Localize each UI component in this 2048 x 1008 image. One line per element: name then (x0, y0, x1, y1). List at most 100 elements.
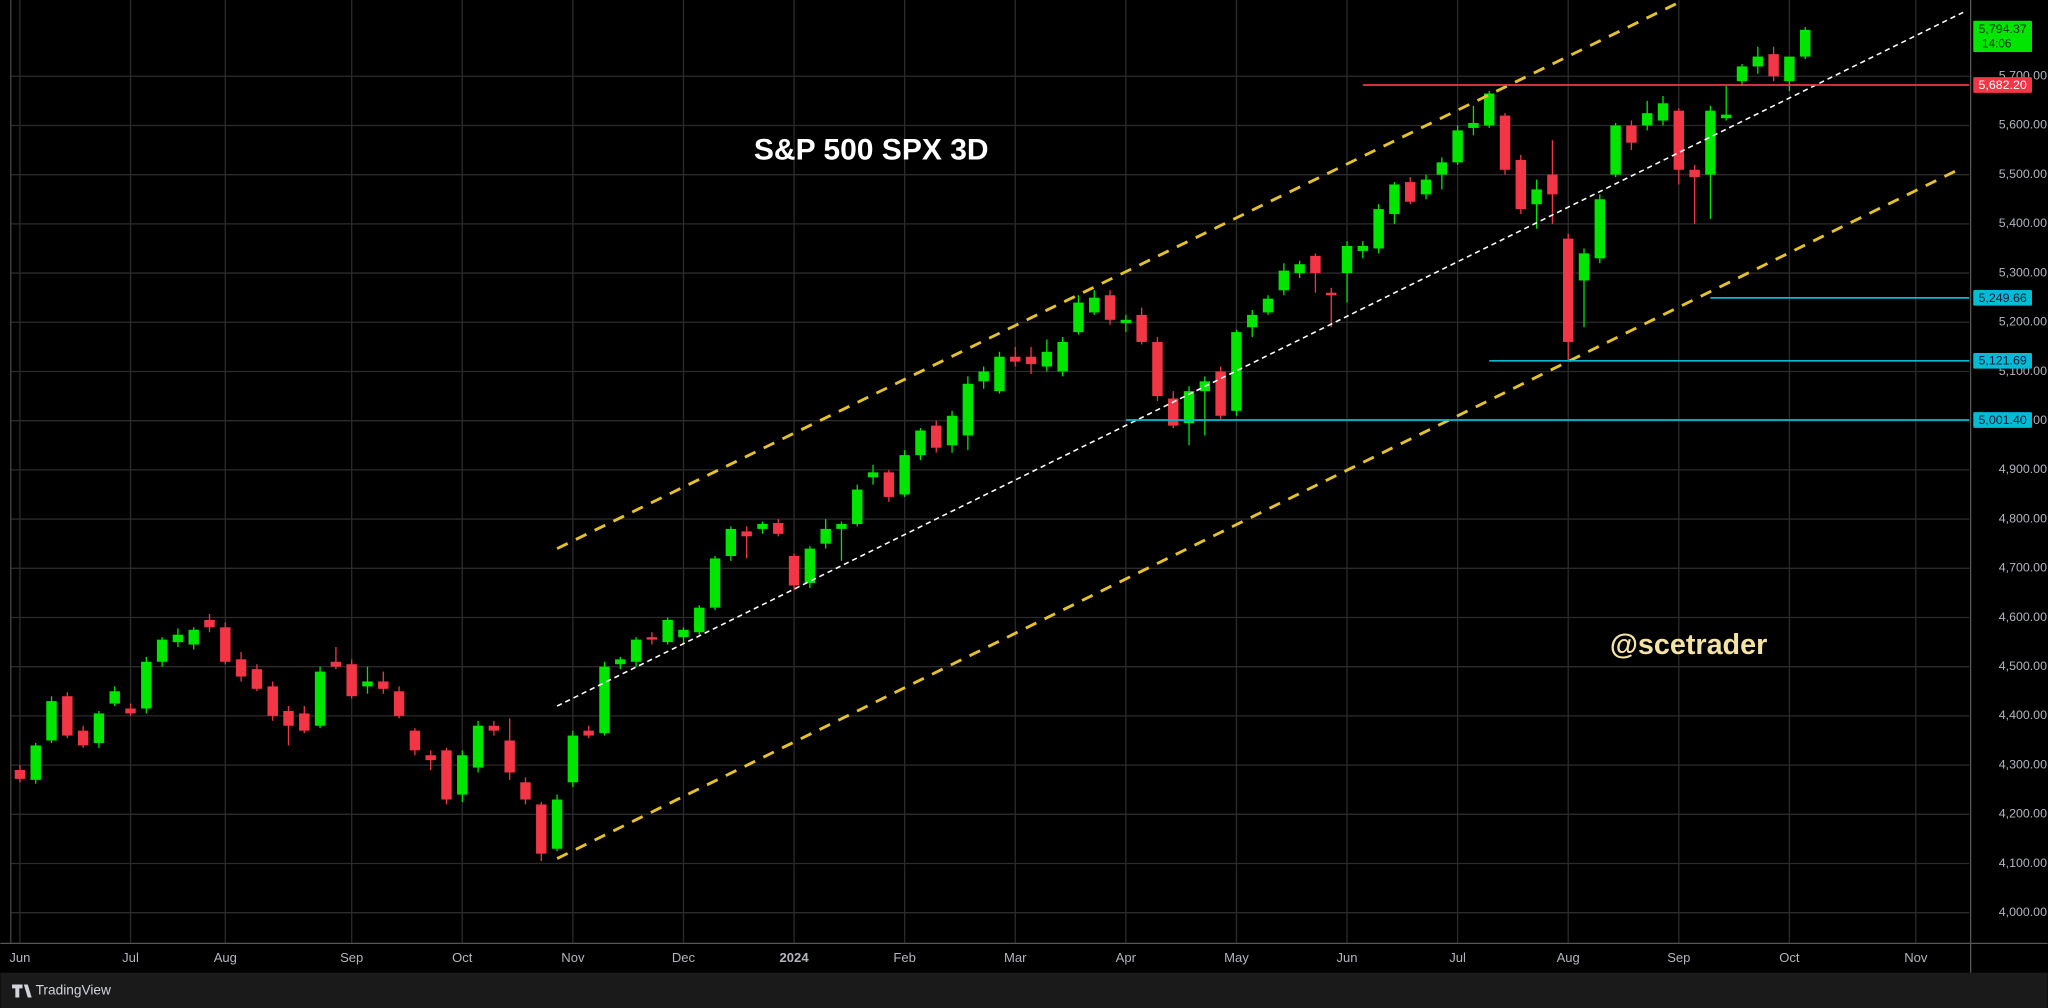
level-tag (1973, 412, 2032, 428)
level-label: 5,682.20 (1979, 78, 2027, 92)
candle-body (362, 681, 373, 687)
candle-body (504, 740, 515, 773)
candle-body (520, 782, 531, 800)
candle-body (1799, 29, 1811, 57)
candle-body (1136, 314, 1147, 342)
candle-body (1705, 110, 1716, 175)
axes: 4,000.00 4,100.00 4,200.00 4,300.00 4,400.00… (9, 20, 2047, 965)
candle-body (1152, 341, 1163, 397)
y-tick-label: 5,300.00 (1999, 265, 2047, 279)
candle-body (1610, 125, 1621, 175)
y-tick-label: 4,600.00 (1999, 610, 2047, 624)
candle-body (1547, 174, 1558, 195)
level-tag (1973, 77, 2032, 93)
candle-body (62, 696, 73, 736)
candle-body (1768, 54, 1779, 77)
candle-body (188, 629, 199, 645)
candle-body (220, 627, 231, 662)
trendline (556, 165, 1964, 860)
x-tick-label: Sep (1667, 950, 1690, 965)
y-tick-label: 4,700.00 (1999, 561, 2047, 575)
candle-body (1168, 398, 1179, 426)
watermark: @scetrader (1610, 629, 1767, 661)
candle-body (1310, 255, 1321, 274)
candle-body (1784, 56, 1795, 82)
candle-body (314, 671, 326, 726)
candle-body (599, 666, 610, 734)
candle-body (346, 664, 357, 697)
last-price-label: 5,794.37 (1979, 22, 2027, 36)
candle-body (852, 489, 863, 525)
candle-body (1578, 253, 1590, 281)
candle-body (251, 669, 263, 689)
candle-body (978, 371, 989, 382)
candle-body (1357, 246, 1369, 251)
level-label: 5,249.66 (1979, 291, 2027, 305)
candle-body (1562, 238, 1574, 342)
candle-body (1120, 319, 1132, 324)
candle-body (615, 659, 626, 665)
candle-body (551, 799, 563, 849)
candle-body (1373, 209, 1384, 249)
candle-body (393, 691, 405, 716)
candle-body (330, 661, 342, 667)
candle-body (867, 472, 879, 478)
candle-body (646, 637, 658, 640)
y-tick-label: 5,500.00 (1999, 167, 2047, 181)
candle-body (1515, 159, 1527, 210)
candle-body (1341, 246, 1353, 274)
x-tick-label: Dec (672, 950, 696, 965)
candle-body (773, 523, 784, 534)
candle-body (172, 634, 184, 643)
x-tick-label: Aug (1557, 950, 1580, 965)
candle-body (1641, 113, 1653, 126)
candle-body (946, 415, 958, 446)
level-tag (1973, 352, 2032, 369)
candle-body (1215, 371, 1226, 416)
candle-body (1720, 114, 1732, 119)
candle-body (125, 708, 136, 714)
candle-body (441, 750, 452, 800)
x-tick-label: Mar (1004, 950, 1027, 965)
candle-body (915, 430, 926, 456)
candle-body (488, 725, 500, 731)
candle-body (804, 548, 816, 584)
candle-body (1294, 264, 1305, 274)
candle-body (46, 701, 57, 741)
x-tick-label: Sep (340, 950, 363, 965)
candle-body (567, 735, 579, 783)
candle-body (1452, 130, 1463, 163)
candle-body (30, 745, 41, 780)
candle-body (93, 713, 105, 743)
candle-body (630, 639, 642, 662)
x-tick-label: Apr (1116, 950, 1137, 965)
candle-body (536, 804, 547, 854)
candle-body (757, 524, 768, 529)
brand-name: TradingView (36, 983, 111, 998)
y-tick-label: 4,500.00 (1999, 659, 2047, 673)
level-label: 5,121.69 (1979, 354, 2027, 368)
brand-logo (12, 984, 32, 998)
y-tick-label: 4,100.00 (1999, 856, 2047, 870)
candle-body (1025, 356, 1037, 365)
candle-body (931, 425, 942, 448)
y-tick-label: 4,000.00 (1999, 905, 2047, 919)
x-tick-label: Jun (9, 950, 30, 965)
candle-body (836, 524, 847, 529)
candle-body (820, 528, 831, 544)
x-tick-label: 2024 (780, 950, 810, 965)
y-tick-label: 5,200.00 (1999, 315, 2047, 329)
candle-body (1436, 162, 1448, 175)
level-label: 5,001.40 (1979, 413, 2027, 427)
candle-body (235, 659, 247, 677)
candle-body (962, 383, 974, 436)
candle-body (204, 619, 215, 628)
x-tick-label: Jun (1337, 950, 1358, 965)
plot-area (14, 1, 1970, 862)
footer (0, 972, 2048, 1008)
candle-body (1183, 391, 1195, 424)
candle-body (725, 528, 737, 556)
